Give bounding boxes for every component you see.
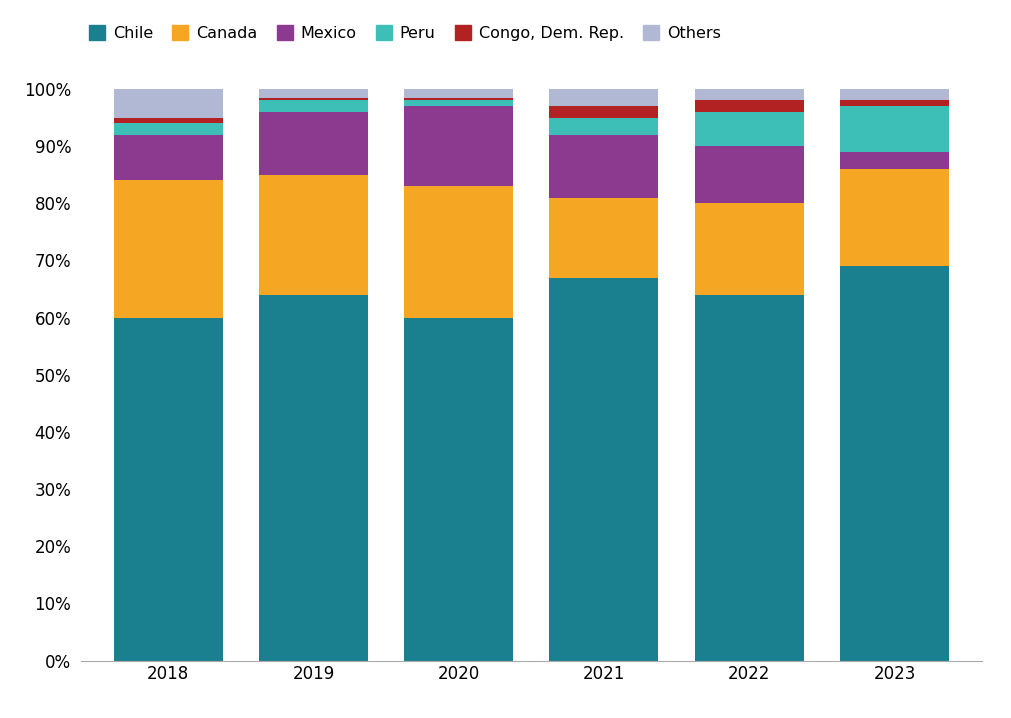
Bar [113,118,222,123]
Bar [259,101,368,112]
Bar [549,89,658,106]
Bar [113,317,222,661]
Legend: Chile, Canada, Mexico, Peru, Congo, Dem. Rep., Others: Chile, Canada, Mexico, Peru, Congo, Dem.… [89,25,720,41]
Bar [839,152,948,169]
Bar [259,112,368,174]
Bar [549,278,658,661]
Bar [113,180,222,317]
Bar [694,101,803,112]
Bar [839,101,948,106]
Bar [113,123,222,135]
Bar [839,266,948,661]
Bar [403,98,513,101]
Bar [403,186,513,317]
Bar [403,89,513,98]
Bar [839,106,948,152]
Bar [113,89,222,118]
Bar [549,135,658,197]
Bar [259,295,368,661]
Bar [549,118,658,135]
Bar [403,317,513,661]
Bar [259,174,368,295]
Bar [839,89,948,101]
Bar [549,197,658,278]
Bar [694,295,803,661]
Bar [839,169,948,266]
Bar [549,106,658,118]
Bar [259,98,368,101]
Bar [403,101,513,106]
Bar [113,135,222,180]
Bar [403,106,513,186]
Bar [694,112,803,146]
Bar [694,203,803,295]
Bar [259,89,368,98]
Bar [694,146,803,203]
Bar [694,89,803,101]
